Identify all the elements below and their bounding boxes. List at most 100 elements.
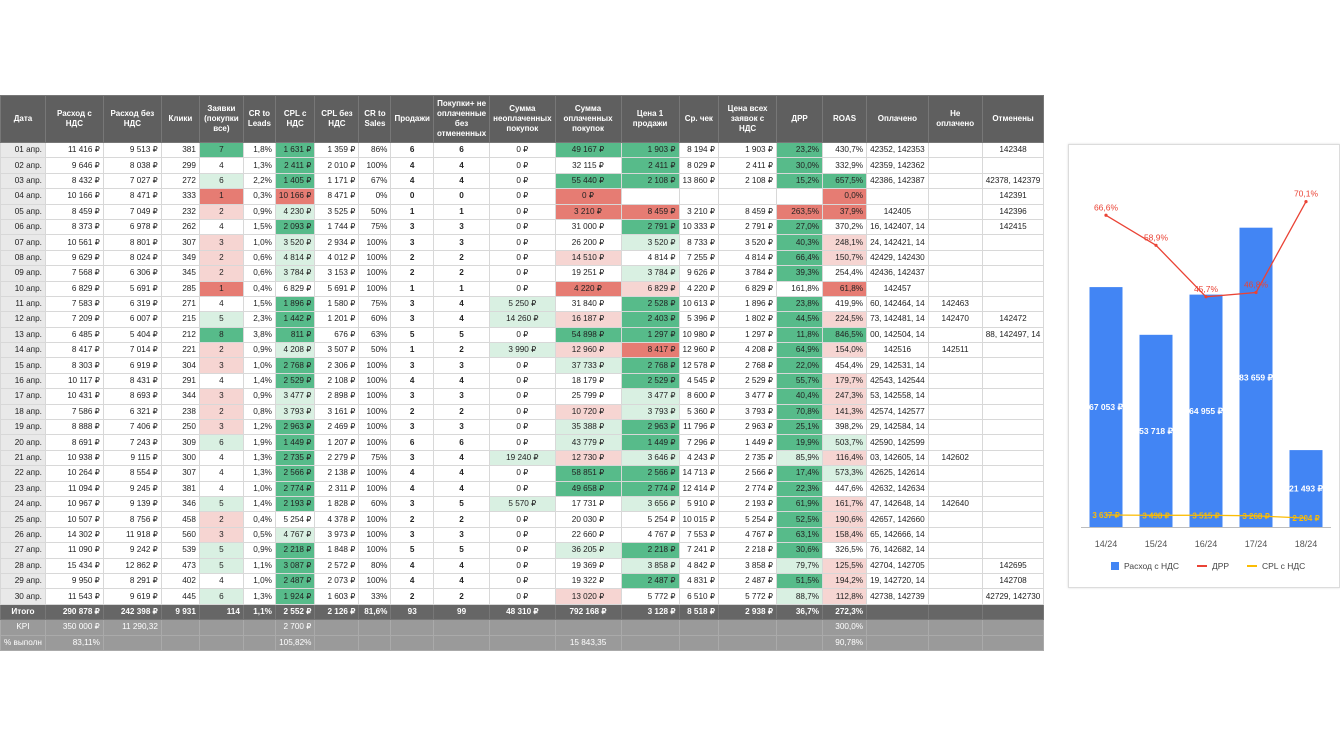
- cell-sales[interactable]: [390, 619, 434, 636]
- cell-cpl-vat[interactable]: 1 924 ₽: [274, 588, 316, 605]
- cell-cancelled[interactable]: [981, 419, 1045, 436]
- cell-cr-sales[interactable]: 100%: [358, 157, 392, 174]
- cell-sale-price[interactable]: 3 128 ₽: [620, 603, 680, 621]
- cell-spend-novat[interactable]: 12 862 ₽: [102, 557, 162, 574]
- cell-drr[interactable]: 15,2%: [776, 172, 824, 190]
- cell-not-paid[interactable]: 142463: [927, 295, 983, 313]
- cell-spend-novat[interactable]: 5 404 ₽: [102, 326, 162, 344]
- cell-cpl-novat[interactable]: 2 898 ₽: [314, 388, 360, 405]
- cell-purchases[interactable]: 4: [432, 372, 491, 390]
- column-header-unpaid-sum[interactable]: Сумма неоплаченных покупок: [489, 95, 556, 143]
- cell-roas[interactable]: 398,2%: [822, 419, 868, 436]
- cell-clicks[interactable]: 402: [160, 572, 200, 590]
- cell-cpl-novat[interactable]: 5 691 ₽: [314, 280, 360, 297]
- cell-sales[interactable]: 2: [390, 403, 434, 421]
- cell-spend-novat[interactable]: 8 431 ₽: [102, 372, 162, 390]
- cell-clicks[interactable]: 309: [160, 434, 200, 451]
- column-header-leads[interactable]: Заявки (покупки все): [198, 95, 244, 143]
- cell-cpl-vat[interactable]: 2 700 ₽: [274, 619, 316, 636]
- column-header-cpl-novat[interactable]: CPL без НДС: [314, 95, 360, 143]
- cell-purchases[interactable]: 4: [432, 465, 491, 482]
- cell-spend-novat[interactable]: 7 027 ₽: [102, 172, 162, 190]
- cell-sale-price[interactable]: [620, 634, 680, 651]
- cell-all-leads-price[interactable]: 5 254 ₽: [718, 511, 778, 528]
- cell-spend-novat[interactable]: 9 245 ₽: [102, 480, 162, 497]
- cell-all-leads-price[interactable]: [718, 634, 778, 651]
- cell-cr-sales[interactable]: 100%: [358, 265, 392, 282]
- cell-spend-vat[interactable]: 10 166 ₽: [44, 188, 104, 205]
- cell-leads[interactable]: 4: [198, 372, 244, 390]
- cell-cr-leads[interactable]: [242, 634, 276, 651]
- cell-sales[interactable]: 3: [390, 357, 434, 374]
- cell-drr[interactable]: [776, 188, 824, 205]
- cell-date[interactable]: Итого: [0, 603, 46, 621]
- cell-roas[interactable]: 161,7%: [822, 495, 868, 513]
- cell-sales[interactable]: 4: [390, 557, 434, 574]
- cell-paid[interactable]: 24, 142421, 14: [866, 234, 929, 251]
- cell-drr[interactable]: [776, 634, 824, 651]
- cell-date[interactable]: 24 апр.: [0, 495, 46, 513]
- cell-date[interactable]: 10 апр.: [0, 280, 46, 297]
- cell-cpl-novat[interactable]: 3 973 ₽: [314, 526, 360, 544]
- cell-cr-sales[interactable]: 50%: [358, 203, 392, 220]
- cell-all-leads-price[interactable]: 2 193 ₽: [718, 495, 778, 513]
- cell-paid-sum[interactable]: 10 720 ₽: [554, 403, 622, 421]
- cell-clicks[interactable]: 445: [160, 588, 200, 605]
- cell-all-leads-price[interactable]: 1 903 ₽: [718, 141, 778, 159]
- cell-purchases[interactable]: 2: [432, 403, 491, 421]
- cell-roas[interactable]: 247,3%: [822, 388, 868, 405]
- cell-all-leads-price[interactable]: 3 793 ₽: [718, 403, 778, 421]
- cell-all-leads-price[interactable]: 3 858 ₽: [718, 557, 778, 574]
- cell-cpl-novat[interactable]: 1 201 ₽: [314, 311, 360, 328]
- cell-avg-check[interactable]: 10 333 ₽: [678, 218, 720, 236]
- cell-date[interactable]: 14 апр.: [0, 342, 46, 359]
- cell-cpl-vat[interactable]: 2 735 ₽: [274, 449, 316, 467]
- cell-clicks[interactable]: 333: [160, 188, 200, 205]
- cell-not-paid[interactable]: [927, 234, 983, 251]
- cell-purchases[interactable]: 4: [432, 295, 491, 313]
- cell-not-paid[interactable]: [927, 141, 983, 159]
- cell-clicks[interactable]: 291: [160, 372, 200, 390]
- cell-roas[interactable]: 657,5%: [822, 172, 868, 190]
- cell-all-leads-price[interactable]: 1 297 ₽: [718, 326, 778, 344]
- cell-cr-sales[interactable]: 100%: [358, 480, 392, 497]
- cell-unpaid-sum[interactable]: 0 ₽: [489, 372, 556, 390]
- cell-cancelled[interactable]: 142695: [981, 557, 1045, 574]
- cell-spend-vat[interactable]: 9 950 ₽: [44, 572, 104, 590]
- cell-avg-check[interactable]: 5 396 ₽: [678, 311, 720, 328]
- cell-spend-novat[interactable]: 6 321 ₽: [102, 403, 162, 421]
- cell-spend-novat[interactable]: 6 007 ₽: [102, 311, 162, 328]
- cell-cpl-novat[interactable]: 1 603 ₽: [314, 588, 360, 605]
- cell-paid-sum[interactable]: 12 960 ₽: [554, 342, 622, 359]
- cell-avg-check[interactable]: 8 029 ₽: [678, 157, 720, 174]
- cell-cr-sales[interactable]: 80%: [358, 557, 392, 574]
- cell-cpl-vat[interactable]: 2 218 ₽: [274, 542, 316, 559]
- cell-roas[interactable]: 300,0%: [822, 619, 868, 636]
- cell-spend-vat[interactable]: 8 303 ₽: [44, 357, 104, 374]
- cell-sale-price[interactable]: 2 403 ₽: [620, 311, 680, 328]
- cell-roas[interactable]: 61,8%: [822, 280, 868, 297]
- cell-purchases[interactable]: 4: [432, 572, 491, 590]
- column-header-spend-novat[interactable]: Расход без НДС: [102, 95, 162, 143]
- cell-purchases[interactable]: 4: [432, 480, 491, 497]
- cell-cpl-vat[interactable]: 2 566 ₽: [274, 465, 316, 482]
- cell-drr[interactable]: 22,3%: [776, 480, 824, 497]
- cell-roas[interactable]: 573,3%: [822, 465, 868, 482]
- cell-spend-novat[interactable]: 8 756 ₽: [102, 511, 162, 528]
- cell-drr[interactable]: 85,9%: [776, 449, 824, 467]
- cell-all-leads-price[interactable]: 2 218 ₽: [718, 542, 778, 559]
- cell-cr-leads[interactable]: 1,3%: [242, 157, 276, 174]
- cell-sales[interactable]: 4: [390, 157, 434, 174]
- cell-sale-price[interactable]: 2 487 ₽: [620, 572, 680, 590]
- column-header-roas[interactable]: ROAS: [822, 95, 868, 143]
- cell-sale-price[interactable]: 5 772 ₽: [620, 588, 680, 605]
- cell-cr-leads[interactable]: 1,3%: [242, 449, 276, 467]
- cell-sale-price[interactable]: [620, 619, 680, 636]
- cell-sale-price[interactable]: 2 774 ₽: [620, 480, 680, 497]
- cell-avg-check[interactable]: 12 578 ₽: [678, 357, 720, 374]
- cell-drr[interactable]: 51,5%: [776, 572, 824, 590]
- cell-unpaid-sum[interactable]: 0 ₽: [489, 480, 556, 497]
- cell-date[interactable]: 27 апр.: [0, 542, 46, 559]
- cell-purchases[interactable]: 2: [432, 265, 491, 282]
- cell-paid-sum[interactable]: 18 179 ₽: [554, 372, 622, 390]
